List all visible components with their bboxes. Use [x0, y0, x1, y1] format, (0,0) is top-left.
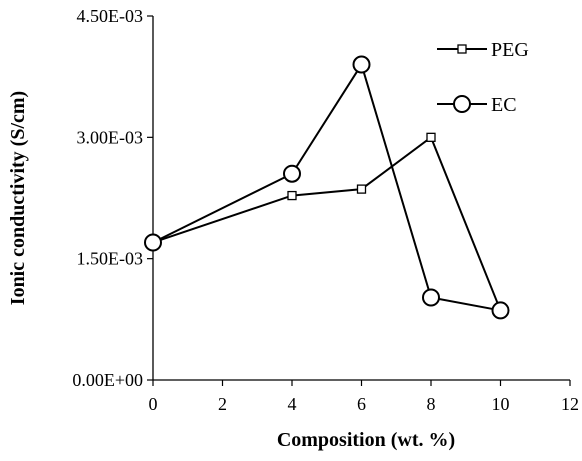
y-axis-ticks: 0.00E+00 1.50E-03 3.00E-03 4.50E-03	[72, 6, 153, 390]
x-tick-label: 2	[218, 394, 227, 414]
data-point-peg	[356, 184, 367, 194]
series-peg	[148, 132, 506, 316]
y-tick-label: 1.50E-03	[77, 249, 144, 269]
x-axis-title: Composition (wt. %)	[277, 429, 455, 451]
series-ec	[144, 55, 510, 320]
data-point-peg	[426, 132, 436, 142]
data-point-ec	[144, 233, 162, 252]
data-point-ec	[283, 164, 301, 183]
legend-marker	[453, 95, 471, 113]
x-axis-ticks: 0 2 4 6 8 10 12	[149, 380, 579, 414]
legend-item-peg: PEG	[437, 39, 529, 61]
legend-marker	[457, 44, 467, 54]
y-tick-label: 0.00E+00	[72, 370, 143, 390]
legend-item-ec: EC	[437, 94, 517, 116]
x-tick-label: 10	[492, 394, 510, 414]
series-layer	[144, 55, 510, 320]
x-tick-label: 12	[561, 394, 579, 414]
y-tick-label: 4.50E-03	[77, 6, 144, 26]
x-tick-label: 8	[427, 394, 436, 414]
y-tick-label: 3.00E-03	[77, 127, 144, 147]
x-tick-label: 4	[288, 394, 297, 414]
x-tick-label: 6	[357, 394, 366, 414]
series-line-peg	[152, 135, 502, 311]
y-axis-title: Ionic conductivity (S/cm)	[7, 91, 29, 305]
legend: PEG EC	[437, 39, 529, 116]
series-line-ec	[152, 62, 501, 312]
data-point-ec	[352, 55, 371, 74]
legend-label: PEG	[491, 39, 529, 61]
data-point-peg	[287, 190, 297, 201]
legend-label: EC	[491, 94, 517, 116]
x-tick-label: 0	[149, 394, 158, 414]
data-point-ec	[422, 288, 440, 307]
data-point-ec	[491, 301, 510, 320]
